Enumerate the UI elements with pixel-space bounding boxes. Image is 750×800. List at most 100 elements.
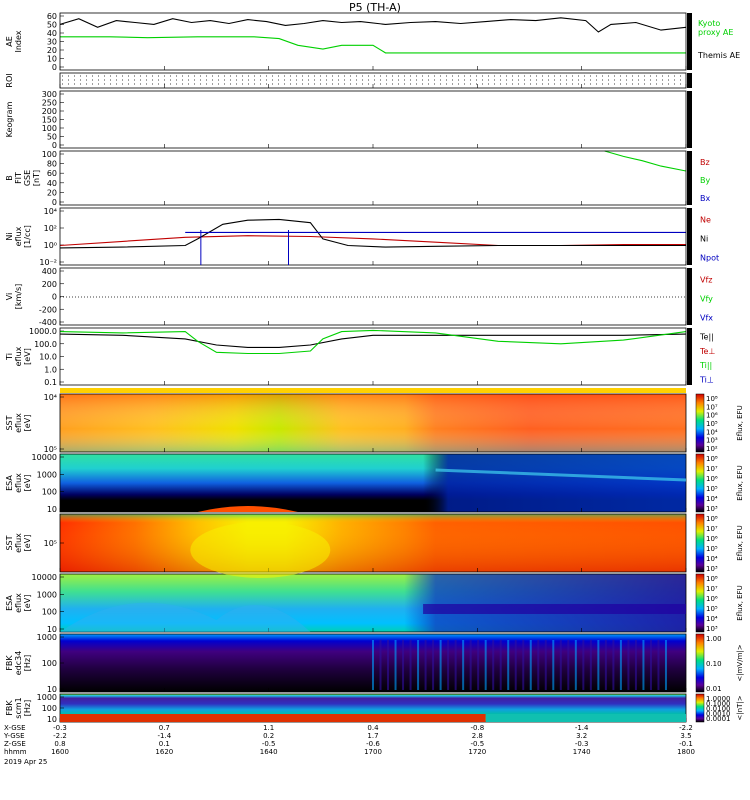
pos-row-0-value-1: 0.7 <box>159 724 170 732</box>
panel-11-frame <box>59 633 687 693</box>
panel-2-ytick-5: 50 <box>47 133 57 142</box>
pos-row-3-value-6: 1800 <box>677 748 695 756</box>
pos-row-1-value-6: 3.5 <box>680 732 691 740</box>
panel-2-ytick-4: 100 <box>42 124 57 133</box>
colorbar-4-title: <|mV/m|> <box>736 644 744 681</box>
panel-5-ytick-2: 0 <box>52 293 57 302</box>
fbk2-bottom-band-left <box>60 714 486 722</box>
pos-row-label-2: Z-GSE <box>4 740 26 748</box>
colorbar-5-label-1: 0.1000 <box>706 700 731 708</box>
colorbar-1-label-4: 10⁴ <box>706 495 718 503</box>
colorbar-2-label-0: 10⁸ <box>706 515 718 523</box>
panel-3-ytick-5: 0 <box>52 198 57 207</box>
panel-5-legend-2: Vfx <box>700 313 713 322</box>
panel-9-frame <box>59 513 687 573</box>
panel-12-ytick-0: 1000 <box>37 693 57 702</box>
panel-4-ytick-0: 10⁴ <box>44 207 57 216</box>
panel-6-ylabel: Tieflux[eV] <box>5 346 32 366</box>
colorbar-3 <box>695 573 705 633</box>
panel-0-ytick-5: 10 <box>47 55 57 64</box>
panel-5-right-strip <box>687 268 692 325</box>
colorbar-0-label-4: 10⁴ <box>706 428 718 436</box>
panel-6-legend-1: Te⊥ <box>699 347 715 356</box>
colorbar-4-label-0: 1.00 <box>706 635 722 643</box>
panel-3-legend-2: Bx <box>700 194 710 203</box>
panel-1-frame <box>59 72 687 89</box>
colorbar-5 <box>695 693 705 723</box>
colorbar-2-label-5: 10³ <box>706 565 718 573</box>
panel-4-legend-0: Ne <box>700 215 711 224</box>
panel-5-bg <box>60 268 686 325</box>
panel-10-ytick-1: 1000 <box>37 590 57 599</box>
colorbar-5-label-4: 0.0001 <box>706 715 731 723</box>
panel-0-ytick-0: 60 <box>47 12 57 21</box>
panel-11-ytick-0: 1000 <box>37 633 57 642</box>
colorbar-1-label-0: 10⁸ <box>706 455 718 463</box>
colorbar-2 <box>695 513 705 573</box>
colorbar-0-label-6: 10² <box>706 445 718 453</box>
esa2-dark-band <box>423 604 686 614</box>
colorbar-0-label-3: 10⁵ <box>706 420 718 428</box>
panel-4-frame <box>59 207 687 266</box>
pos-row-3-value-1: 1620 <box>155 748 173 756</box>
panel-4-legend-2: Npot <box>700 253 719 262</box>
colorbar-5-label-0: 1.0000 <box>706 695 731 703</box>
legend-themis-ae: Themis AE <box>697 51 740 60</box>
panel-0-ylabel: AEIndex <box>5 30 23 52</box>
panel-8-ytick-2: 100 <box>42 488 57 497</box>
pos-row-2-value-4: -0.5 <box>470 740 484 748</box>
panel-8-ytick-3: 10 <box>47 505 57 514</box>
esa1-bottom-blob <box>197 506 298 512</box>
panel-5-ytick-3: -200 <box>39 305 57 314</box>
colorbar-1-label-1: 10⁷ <box>706 465 718 473</box>
panel-5-ytick-1: 200 <box>42 280 57 289</box>
panel-8-heatmap-overlay <box>60 454 686 512</box>
panel-6-ytick-4: 0.1 <box>44 378 57 387</box>
panel-3-bg <box>60 151 686 205</box>
colorbar-5-title: <|nT|> <box>736 695 744 720</box>
colorbar-3-label-3: 10⁵ <box>706 605 718 613</box>
sst-quality-strip <box>60 388 686 393</box>
panel-10-ytick-2: 100 <box>42 608 57 617</box>
panel-4-ytick-3: 10⁻² <box>39 258 57 267</box>
panel-1-ylabel: ROI <box>5 73 14 87</box>
panel-2-right-strip <box>687 91 692 148</box>
colorbar-3-label-5: 10³ <box>706 625 718 633</box>
panel-11-ylabel: FBKedc34[Hz] <box>5 651 32 676</box>
pos-row-3-value-2: 1640 <box>260 748 278 756</box>
legend-kyoto-line1: Kyoto <box>698 19 720 28</box>
panel-2-ytick-2: 200 <box>42 107 57 116</box>
colorbar-4 <box>695 633 705 693</box>
panel-0-ytick-3: 30 <box>47 38 57 47</box>
panel-3-series-1 <box>604 150 687 172</box>
panel-6-right-strip <box>687 328 692 385</box>
panel-2-frame <box>59 90 687 149</box>
panel-10-ytick-0: 10000 <box>32 573 57 582</box>
panel-2-ytick-3: 150 <box>42 116 57 125</box>
panel-3-ytick-1: 80 <box>47 160 57 169</box>
panel-5-legend-1: Vfy <box>700 294 713 303</box>
panel-5-ytick-0: 400 <box>42 267 57 276</box>
pos-row-0-value-5: -1.4 <box>575 724 589 732</box>
panel-3-right-strip <box>687 151 692 205</box>
colorbar-2-label-3: 10⁵ <box>706 545 718 553</box>
pos-row-label-3: hhmm <box>4 748 27 756</box>
panel-1-bg <box>60 73 686 88</box>
panel-8-ytick-0: 10000 <box>32 453 57 462</box>
pos-row-0-value-2: 1.1 <box>263 724 274 732</box>
panel-5-legend-0: Vfz <box>700 275 713 284</box>
colorbar-0-label-5: 10³ <box>706 437 718 445</box>
panel-8-ylabel: ESAeflux[eV] <box>5 473 32 493</box>
legend-kyoto-line2: proxy AE <box>698 28 733 37</box>
panel-0-right-strip <box>687 13 692 70</box>
sst2-center-dome <box>190 522 331 578</box>
panel-4-legend-1: Ni <box>700 234 708 243</box>
pos-row-0-value-6: -2.2 <box>679 724 693 732</box>
panel-10-frame <box>59 573 687 633</box>
panel-8-ytick-1: 1000 <box>37 470 57 479</box>
panel-3-frame <box>59 150 687 206</box>
date-label: 2019 Apr 25 <box>4 758 47 766</box>
panel-5-ytick-4: -400 <box>39 318 57 327</box>
pos-row-label-1: Y-GSE <box>3 732 25 740</box>
colorbar-5-label-2: 0.0100 <box>706 705 731 713</box>
